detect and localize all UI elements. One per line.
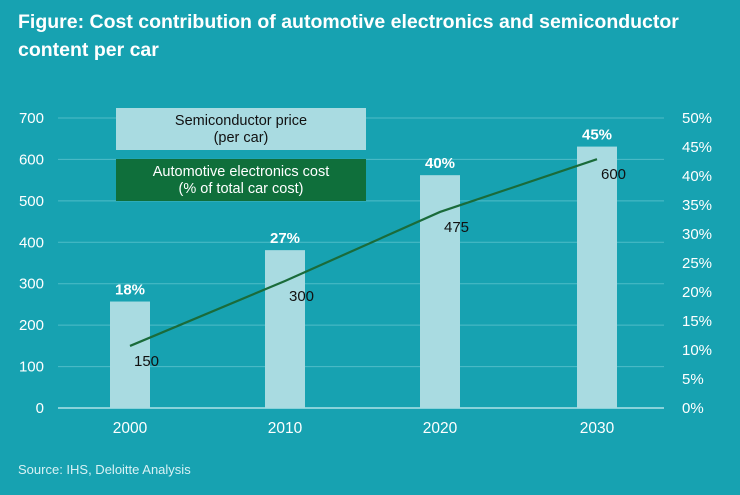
bar	[110, 301, 150, 408]
right-axis-tick-label: 25%	[682, 255, 712, 272]
right-axis-tick-label: 20%	[682, 284, 712, 301]
left-axis-tick-label: 600	[19, 151, 44, 168]
left-axis-tick-label: 500	[19, 193, 44, 210]
left-axis-tick-label: 300	[19, 276, 44, 293]
chart-title: Figure: Cost contribution of automotive …	[18, 11, 679, 61]
bar	[420, 175, 460, 408]
line-data-label: 600	[601, 166, 626, 183]
series-line	[129, 158, 598, 347]
right-axis-tick-label: 10%	[682, 342, 712, 359]
bar	[265, 250, 305, 408]
right-axis-tick-label: 40%	[682, 168, 712, 185]
legend-label-bar-line1: Semiconductor price	[175, 113, 307, 129]
bar-data-label: 45%	[582, 127, 612, 144]
legend-label-bar-line2: (per car)	[214, 130, 269, 146]
legend-label-line-line2: (% of total car cost)	[179, 181, 304, 197]
x-axis-tick-label: 2000	[113, 420, 148, 437]
right-axis-tick-label: 50%	[682, 110, 712, 127]
left-axis-tick-label: 700	[19, 110, 44, 127]
legend-label-line-line1: Automotive electronics cost	[153, 164, 330, 180]
legend-box-line	[116, 159, 366, 201]
bar	[577, 146, 617, 409]
x-axis-tick-label: 2030	[580, 420, 615, 437]
left-axis-tick-label: 400	[19, 234, 44, 251]
right-axis-tick-label: 35%	[682, 197, 712, 214]
right-axis-tick-label: 30%	[682, 226, 712, 243]
right-axis-tick-label: 0%	[682, 400, 704, 417]
line-data-label: 300	[289, 288, 314, 305]
right-axis-tick-label: 5%	[682, 371, 704, 388]
source-note: Source: IHS, Deloitte Analysis	[18, 462, 191, 477]
bar-data-label: 18%	[115, 282, 145, 299]
left-axis-tick-label: 0	[36, 400, 44, 417]
x-axis-tick-label: 2010	[268, 420, 303, 437]
x-axis-tick-label: 2020	[423, 420, 458, 437]
bar-data-label: 40%	[425, 155, 455, 172]
line-data-label: 150	[134, 353, 159, 370]
bar-data-label: 27%	[270, 230, 300, 247]
right-axis-tick-label: 45%	[682, 139, 712, 156]
left-axis-tick-label: 200	[19, 317, 44, 334]
left-axis-tick-label: 100	[19, 359, 44, 376]
right-axis-tick-label: 15%	[682, 313, 712, 330]
legend-box-bar	[116, 108, 366, 150]
line-data-label: 475	[444, 219, 469, 236]
